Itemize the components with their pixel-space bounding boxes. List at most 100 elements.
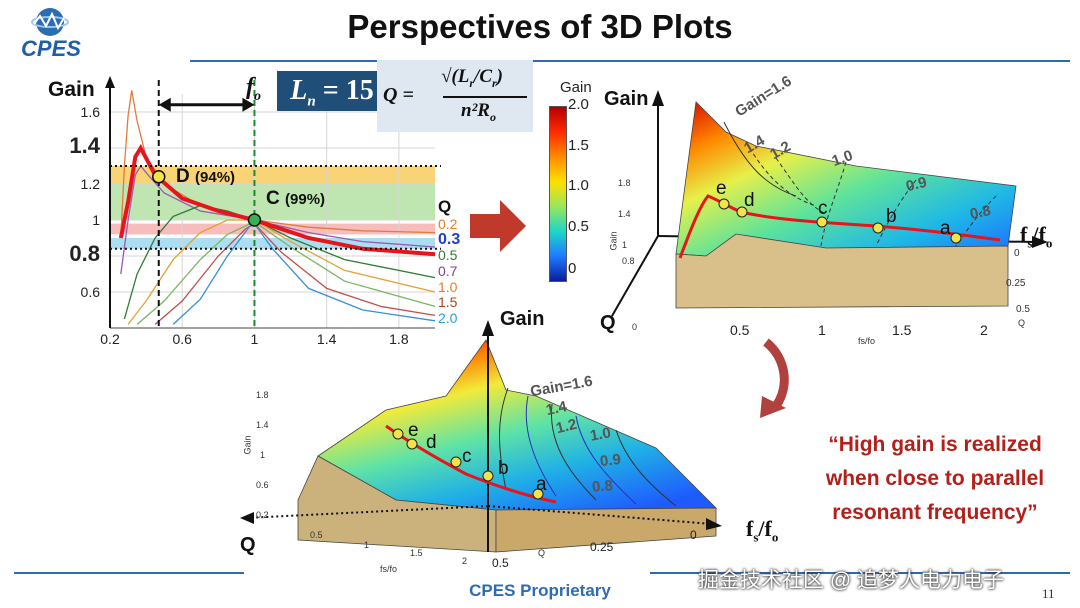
colorbar	[549, 106, 567, 282]
tr-z-tick: 1.4	[618, 209, 631, 219]
x-tick-label: 1	[251, 331, 259, 347]
tr-q-tick: 0.25	[1006, 278, 1026, 289]
marker-D	[152, 170, 166, 184]
band-0	[110, 166, 435, 184]
b-contour-label: 0.9	[599, 450, 622, 471]
right-arrow	[470, 200, 526, 252]
cpes-logo: CPES	[21, 8, 81, 60]
tr-small-q: Q	[1018, 318, 1026, 328]
b-small-q: Q	[538, 548, 546, 558]
y-tick-label: 1.4	[69, 133, 100, 158]
y-tick-label: 1.2	[81, 176, 101, 192]
tr-point-b: b	[886, 206, 897, 227]
point-d-label: D (94%)	[176, 166, 236, 187]
series-q-0.7	[127, 219, 436, 325]
tr-q-label: Q	[600, 312, 616, 334]
tr-x-tick: 1	[818, 322, 826, 338]
tr-small-fsfo: fs/fo	[858, 336, 876, 346]
legend-q-1.5: 1.5	[438, 294, 458, 311]
tr-q-tick: 0	[1014, 248, 1020, 259]
b-small-fsfo: fs/fo	[380, 564, 398, 574]
b-x-tick: 2	[462, 556, 468, 566]
b-q-label: Q	[240, 534, 256, 556]
b-point-e: e	[408, 420, 419, 441]
b-contour-label: 0.8	[591, 477, 614, 496]
b-gain-label: Gain	[500, 308, 545, 330]
b-z-tick: 1.4	[256, 420, 269, 430]
tr-point-a: a	[940, 218, 951, 239]
b-x-tick: 1	[364, 540, 370, 550]
b-x-tick: 0.5	[310, 530, 323, 540]
series-q-0.3	[120, 164, 436, 275]
tr-x-tick: 1.5	[892, 322, 912, 338]
b-x-tick: 1.5	[410, 548, 423, 558]
b-point-b: b	[498, 458, 509, 479]
footer-rules	[14, 572, 1070, 574]
footer-label: CPES Proprietary	[469, 581, 611, 600]
legend-q-0.7: 0.7	[438, 262, 458, 279]
top-right-3d-plot	[611, 90, 1048, 317]
b-q-tick: 0	[690, 528, 697, 542]
left-gain-label: Gain	[48, 78, 95, 101]
colorbar-tick: 0	[568, 260, 577, 277]
colorbar-label: Gain	[560, 79, 592, 96]
b-point-c: c	[462, 446, 472, 467]
y-tick-label: 1	[92, 212, 100, 228]
tr-point-e: e	[716, 178, 727, 199]
band-1	[110, 184, 435, 220]
q-legend: Q 0.2 0.3 0.5 0.7 1.0 1.5 2.0	[438, 197, 461, 327]
colorbar-tick: 2.0	[568, 96, 589, 113]
y-tick-label: 1.6	[81, 104, 101, 120]
b-z-tick: 1	[260, 450, 266, 460]
y-axis-arrow	[105, 76, 115, 88]
b-fs-fo-label: fs/fo	[746, 516, 779, 545]
tr-point-c: c	[818, 198, 828, 219]
tr-x-tick: 0	[632, 322, 638, 332]
fo-label: fo	[246, 74, 261, 104]
q-legend-title: Q	[438, 197, 452, 216]
legend-q-0.3: 0.3	[438, 231, 461, 249]
q-formula-box: Q = √(Lr/Cr) n²Ro	[377, 60, 533, 132]
x-tick-label: 1.8	[389, 331, 409, 347]
ln-box: Ln = 15	[277, 71, 387, 111]
logo-text: CPES	[21, 36, 81, 60]
legend-q-2.0: 2.0	[438, 309, 458, 326]
tr-z-tick: 1	[622, 240, 628, 250]
b-z-tick: 1.8	[256, 390, 269, 400]
b-contour-label: 1.0	[588, 424, 613, 445]
b-point-a: a	[536, 474, 547, 495]
legend-q-0.2: 0.2	[438, 215, 458, 232]
tr-small-gain: Gain	[608, 231, 619, 251]
tr-x-tick: 2	[980, 322, 988, 338]
tr-z-tick: 1.8	[618, 178, 631, 188]
tr-z-tick: 0.8	[622, 256, 635, 266]
peak-gain-curve	[118, 143, 436, 257]
b-z-tick: 0.6	[256, 480, 269, 490]
watermark: 掘金技术社区 @ 追梦人电力电子	[698, 569, 1004, 592]
b-q-tick: 0.25	[590, 540, 614, 554]
tr-q-tick: 0.5	[1016, 304, 1030, 315]
tr-gain-label: Gain	[604, 88, 649, 110]
x-tick-label: 0.2	[100, 331, 120, 347]
marker-C	[247, 213, 262, 227]
b-q-tick: 0.5	[492, 556, 509, 570]
legend-q-1.0: 1.0	[438, 278, 458, 295]
span-arrow-left-head	[158, 97, 171, 112]
tr-fs-fo-label: fs/fo	[1020, 222, 1053, 251]
point-c-label: C (99%)	[266, 188, 326, 209]
gain-curves-chart: 0.2 0.6 1 1.4 1.8 0.6 0.8 1 1.2 1.4 1.6	[69, 76, 441, 347]
x-tick-label: 1.4	[317, 331, 337, 347]
b-small-gain: Gain	[242, 435, 253, 455]
down-arrow	[760, 338, 789, 418]
y-tick-label: 0.6	[81, 284, 101, 300]
x-tick-label: 0.6	[172, 331, 192, 347]
slide-title: Perspectives of 3D Plots	[347, 8, 733, 45]
span-arrow-right-head	[242, 97, 255, 112]
quote-text: “High gain is realized when close to par…	[825, 433, 1045, 524]
bottom-3d-plot	[240, 320, 722, 553]
header-rule	[190, 60, 1070, 62]
colorbar-tick: 1.5	[568, 137, 589, 154]
y-tick-label: 0.8	[69, 241, 100, 266]
tr-point-d: d	[744, 190, 755, 211]
